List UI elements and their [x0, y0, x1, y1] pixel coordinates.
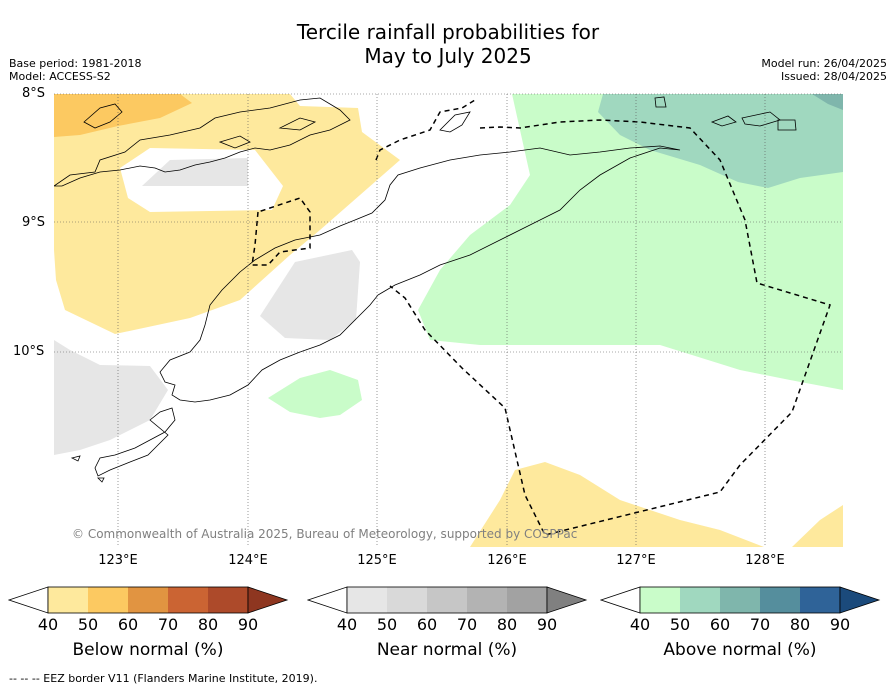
tick: 90: [536, 615, 558, 634]
colorbar-label-below: Below normal (%): [72, 640, 224, 660]
tick: 60: [117, 615, 139, 634]
lon-label-123e: 123°E: [98, 553, 138, 568]
lon-label-124e: 124°E: [228, 553, 268, 568]
lon-label-128e: 128°E: [745, 553, 785, 568]
tick: 70: [157, 615, 179, 634]
tick: 40: [37, 615, 59, 634]
colorbar-segment: [720, 587, 760, 613]
colorbar-above-normal: [600, 586, 881, 614]
lon-label-126e: 126°E: [487, 553, 527, 568]
lat-label-8s: 8°S: [22, 86, 46, 101]
colorbar-label-above: Above normal (%): [663, 640, 817, 660]
colorbar-extend-high: [546, 586, 588, 614]
below-normal-region: [54, 94, 400, 334]
gridlines: [54, 93, 843, 547]
lat-label-10s: 10°S: [13, 344, 45, 359]
colorbar-segment: [507, 587, 547, 613]
near-normal-region-1: [142, 158, 248, 186]
colorbar-segment: [48, 587, 88, 613]
colorbar-label-near: Near normal (%): [376, 640, 518, 660]
title-line-1: Tercile rainfall probabilities for: [296, 20, 600, 44]
below-normal-region-south: [470, 462, 764, 547]
title-line-2: May to July 2025: [364, 44, 532, 68]
tick: 80: [197, 615, 219, 634]
tick: 80: [789, 615, 811, 634]
tick: 50: [669, 615, 691, 634]
colorbar-extend-low: [8, 586, 49, 614]
above-normal-60-region: [812, 94, 843, 110]
lat-label-9s: 9°S: [22, 215, 46, 230]
colorbar-extend-low: [307, 586, 348, 614]
colorbar-segment: [680, 587, 720, 613]
colorbar-extend-low: [600, 586, 641, 614]
tick: 70: [456, 615, 478, 634]
coastlines: [54, 96, 797, 483]
colorbar-extend-high: [839, 586, 881, 614]
eez-border: [251, 99, 831, 536]
colorbar-segment: [208, 587, 248, 613]
lon-label-127e: 127°E: [616, 553, 656, 568]
below-normal-region-southeast: [792, 505, 843, 547]
colorbar-segment: [760, 587, 800, 613]
copyright-notice: © Commonwealth of Australia 2025, Bureau…: [72, 527, 578, 541]
colorbar-segment: [427, 587, 467, 613]
colorbar-segment: [88, 587, 128, 613]
colorbar-segment: [347, 587, 387, 613]
colorbar-segment: [387, 587, 427, 613]
above-normal-50-region: [598, 94, 843, 188]
run-info: Model run: 26/04/2025 Issued: 28/04/2025: [761, 57, 887, 83]
tick: 60: [709, 615, 731, 634]
tick: 90: [829, 615, 851, 634]
tick: 40: [629, 615, 651, 634]
near-normal-region-3: [54, 340, 168, 455]
lon-label-125e: 125°E: [357, 553, 397, 568]
tick: 60: [416, 615, 438, 634]
near-normal-region-2: [260, 250, 360, 340]
colorbar-below-normal: [8, 586, 289, 614]
colorbar-segment: [640, 587, 680, 613]
tick: 70: [749, 615, 771, 634]
tick: 90: [237, 615, 259, 634]
model-name: Model: ACCESS-S2: [9, 70, 111, 83]
colorbar-near-normal: [307, 586, 588, 614]
tick: 50: [77, 615, 99, 634]
colorbar-segment: [467, 587, 507, 613]
eez-legend-footer: -- -- -- EEZ border V11 (Flanders Marine…: [9, 672, 318, 685]
tick: 40: [336, 615, 358, 634]
map-title: Tercile rainfall probabilities for May t…: [0, 20, 896, 68]
model-info: Base period: 1981-2018 Model: ACCESS-S2: [9, 57, 141, 83]
colorbar-extend-high: [247, 586, 289, 614]
issued-date: Issued: 28/04/2025: [780, 70, 887, 83]
model-run-date: Model run: 26/04/2025: [761, 57, 887, 70]
tick: 80: [496, 615, 518, 634]
above-normal-region-small: [268, 370, 362, 418]
colorbar-segment: [800, 587, 840, 613]
base-period: Base period: 1981-2018: [9, 57, 142, 70]
below-normal-50-region: [54, 94, 192, 137]
colorbar-segment: [128, 587, 168, 613]
tick: 50: [376, 615, 398, 634]
colorbar-segment: [168, 587, 208, 613]
